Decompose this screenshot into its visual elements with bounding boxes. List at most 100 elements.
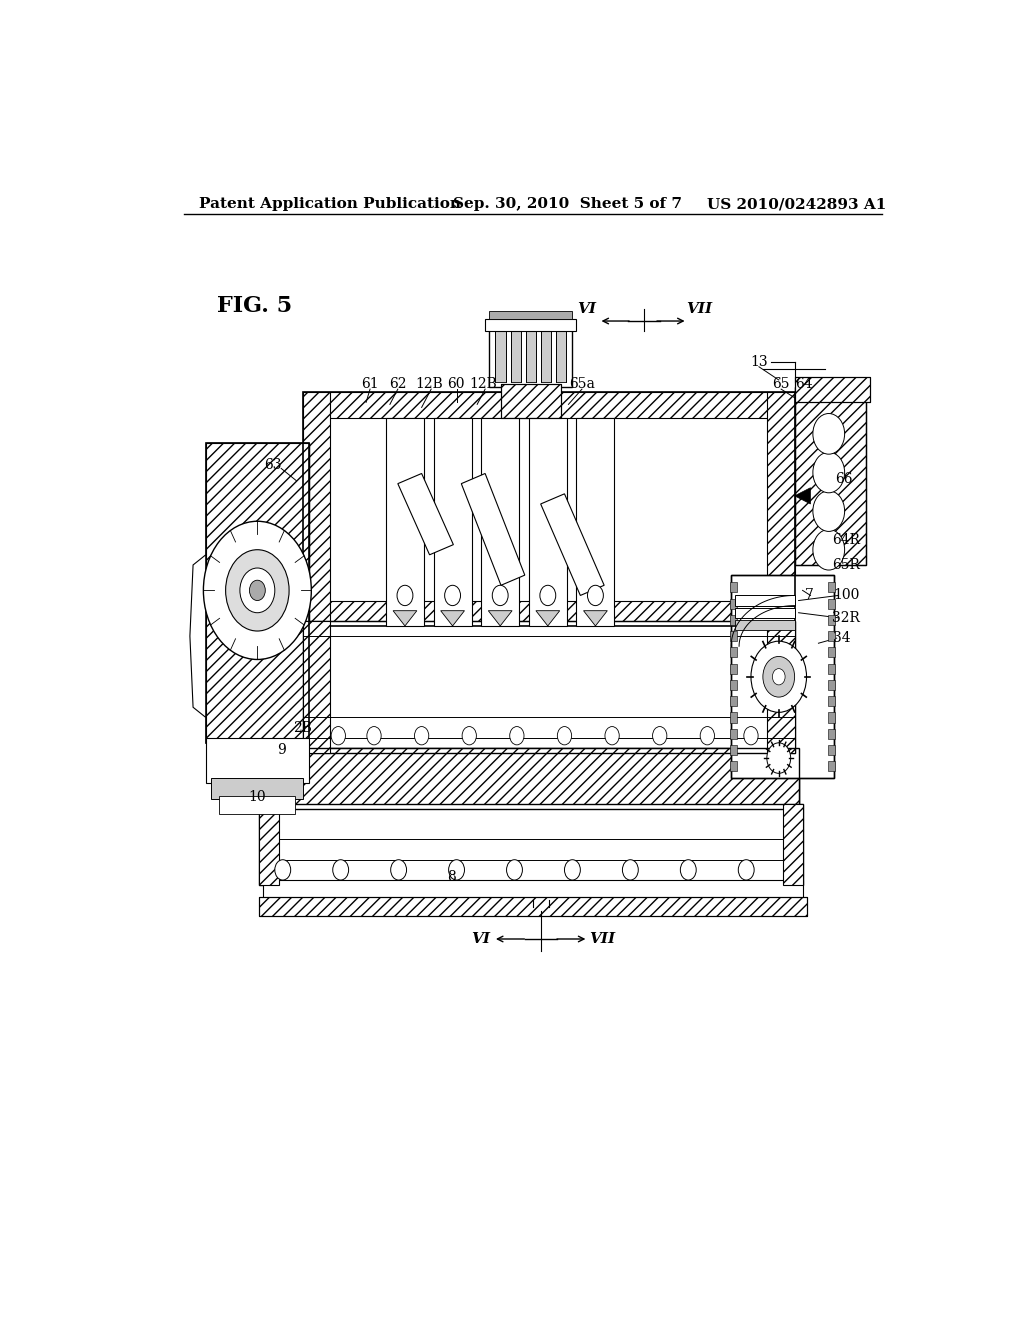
Circle shape (813, 529, 845, 570)
Circle shape (331, 726, 345, 744)
Bar (795, 387, 866, 565)
Bar (795, 387, 866, 565)
Bar (541, 331, 551, 381)
Bar (283, 748, 799, 809)
Bar (511, 331, 521, 381)
Bar (729, 647, 736, 657)
Bar (207, 321, 858, 900)
Circle shape (540, 585, 556, 606)
Text: 34: 34 (834, 631, 851, 645)
Bar (729, 582, 736, 593)
Circle shape (397, 585, 413, 606)
Circle shape (462, 726, 476, 744)
Bar (433, 417, 472, 626)
Bar (729, 762, 736, 771)
Text: 60: 60 (447, 378, 465, 391)
Bar (556, 331, 566, 381)
Circle shape (333, 859, 348, 880)
Bar (828, 680, 836, 690)
Bar (729, 696, 736, 706)
Bar (525, 331, 536, 381)
Text: 65a: 65a (569, 378, 595, 391)
Circle shape (738, 859, 754, 880)
Bar (828, 598, 836, 609)
Circle shape (680, 859, 696, 880)
Text: 65R: 65R (833, 558, 860, 572)
Bar (303, 392, 331, 626)
Circle shape (225, 549, 289, 631)
Bar (729, 729, 736, 739)
Bar (767, 620, 795, 752)
Text: 7: 7 (805, 589, 813, 602)
Bar (303, 620, 795, 752)
Polygon shape (461, 474, 524, 585)
Bar (283, 748, 799, 809)
Bar (729, 615, 736, 624)
Circle shape (415, 726, 429, 744)
Bar (735, 595, 795, 606)
Circle shape (772, 669, 785, 685)
Polygon shape (795, 487, 811, 504)
Bar (303, 620, 331, 752)
Circle shape (274, 859, 291, 880)
Circle shape (700, 726, 715, 744)
Text: 65: 65 (772, 378, 790, 391)
Circle shape (813, 413, 845, 454)
Text: VI: VI (578, 302, 596, 315)
Polygon shape (189, 554, 206, 718)
Circle shape (623, 859, 638, 880)
Circle shape (588, 585, 603, 606)
Bar (206, 444, 309, 743)
Polygon shape (536, 611, 560, 626)
Circle shape (813, 491, 845, 532)
Bar (219, 796, 295, 814)
Bar (828, 664, 836, 673)
Text: US 2010/0242893 A1: US 2010/0242893 A1 (708, 197, 887, 211)
Bar (303, 392, 795, 417)
Circle shape (444, 585, 461, 606)
Bar (731, 576, 835, 779)
Bar (828, 744, 836, 755)
Text: 62: 62 (389, 378, 407, 391)
Bar (828, 631, 836, 642)
Text: VI: VI (472, 932, 490, 946)
Text: 12B: 12B (470, 378, 498, 391)
Bar (303, 392, 795, 626)
Polygon shape (541, 494, 604, 595)
Circle shape (767, 743, 791, 774)
Bar (259, 804, 279, 886)
Circle shape (493, 585, 508, 606)
Bar (501, 384, 560, 417)
Polygon shape (440, 611, 465, 626)
Bar (263, 880, 803, 900)
Bar (303, 620, 795, 752)
Text: 61: 61 (361, 378, 379, 391)
Circle shape (564, 859, 581, 880)
Text: VII: VII (686, 302, 713, 315)
Bar (501, 384, 560, 417)
Bar (782, 804, 803, 886)
Circle shape (250, 581, 265, 601)
Bar (828, 713, 836, 722)
Bar (795, 378, 870, 403)
Bar (206, 444, 309, 743)
Polygon shape (397, 474, 454, 554)
Circle shape (557, 726, 571, 744)
Bar (283, 748, 799, 809)
Bar (206, 738, 309, 784)
Text: FIG. 5: FIG. 5 (217, 294, 293, 317)
Circle shape (751, 642, 807, 713)
Polygon shape (584, 611, 607, 626)
Text: 64: 64 (796, 378, 813, 391)
Bar (828, 729, 836, 739)
Text: 10: 10 (249, 789, 266, 804)
Text: 8: 8 (447, 870, 456, 884)
Bar (731, 576, 835, 779)
Bar (729, 598, 736, 609)
Circle shape (367, 726, 381, 744)
Bar (767, 392, 795, 626)
Bar (496, 331, 506, 381)
Bar (729, 631, 736, 642)
Bar (828, 696, 836, 706)
Bar (485, 319, 577, 331)
